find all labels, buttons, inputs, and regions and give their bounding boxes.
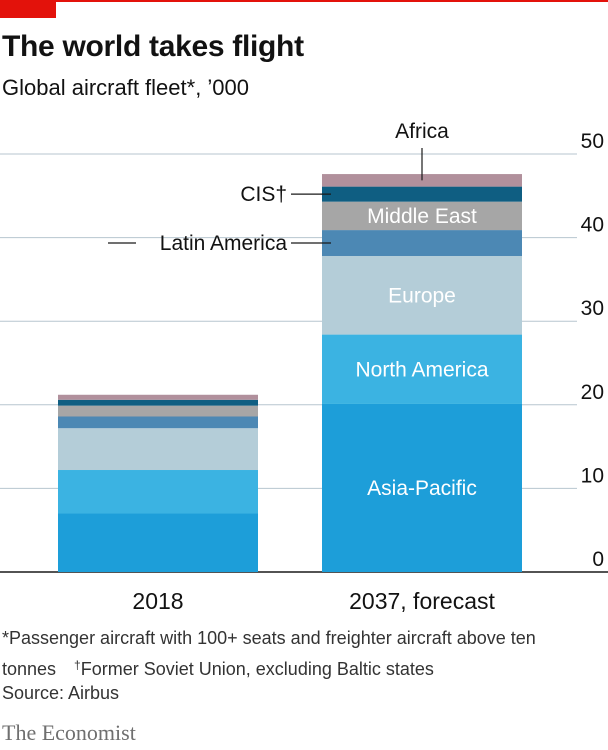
economist-logo: The Economist (2, 720, 136, 745)
bar-segment-north-america-2037-forecast (322, 334, 522, 404)
x-axis-categories: 2018 2037, forecast (132, 588, 495, 614)
bar-segment-asia-pacific-2037-forecast (322, 403, 522, 572)
bar-segment-latin-america-2037-forecast (322, 230, 522, 256)
bar-segment-africa-2018 (58, 394, 258, 400)
segment-label-europe: Europe (388, 284, 456, 307)
bar-segment-latin-america-2018 (58, 416, 258, 429)
segment-label-asia-pacific: Asia-Pacific (367, 477, 477, 500)
red-tag (0, 0, 56, 18)
source-note: Source: Airbus (2, 683, 120, 703)
bar-segment-cis-2037-forecast (322, 186, 522, 202)
y-tick-label-10: 10 (581, 464, 604, 487)
y-tick-label-50: 50 (581, 130, 604, 153)
y-tick-label-40: 40 (581, 214, 604, 237)
segment-label-africa: Africa (395, 120, 449, 143)
bar-stacks (58, 174, 522, 572)
category-label-2018: 2018 (132, 588, 183, 614)
y-tick-label-20: 20 (581, 381, 604, 404)
segment-label-middle-east: Middle East (367, 205, 477, 228)
bar-segment-north-america-2018 (58, 470, 258, 514)
footnote-cis: Former Soviet Union, excluding Baltic st… (80, 659, 434, 679)
y-axis-ticks: 0 10 20 30 40 50 (581, 130, 604, 571)
footnote-passenger: *Passenger aircraft with 100+ seats and … (2, 628, 536, 679)
bar-segment-cis-2018 (58, 399, 258, 406)
top-rule (0, 0, 608, 2)
y-tick-label-0: 0 (592, 548, 604, 571)
segment-label-latin-america: Latin America (160, 232, 288, 255)
footnote-dagger: † (74, 658, 81, 672)
chart-title: The world takes flight (2, 30, 304, 63)
footnote: *Passenger aircraft with 100+ seats and … (2, 625, 602, 683)
stacked-bar-chart: Asia-Pacific North America Europe Middle Ea… (0, 120, 608, 614)
segment-label-north-america: North America (355, 358, 488, 381)
category-label-2037-forecast: 2037, forecast (349, 588, 495, 614)
chart-subtitle: Global aircraft fleet*, ’000 (2, 75, 250, 100)
segment-label-cis: CIS† (240, 183, 287, 206)
bar-segment-asia-pacific-2018 (58, 513, 258, 572)
bar-segment-europe-2037-forecast (322, 255, 522, 335)
bar-segment-europe-2018 (58, 428, 258, 471)
segment-labels: Asia-Pacific North America Europe Middle Ea… (108, 120, 489, 500)
y-tick-label-30: 30 (581, 297, 604, 320)
bar-segment-middle-east-2018 (58, 405, 258, 417)
bar-segment-middle-east-2037-forecast (322, 201, 522, 231)
